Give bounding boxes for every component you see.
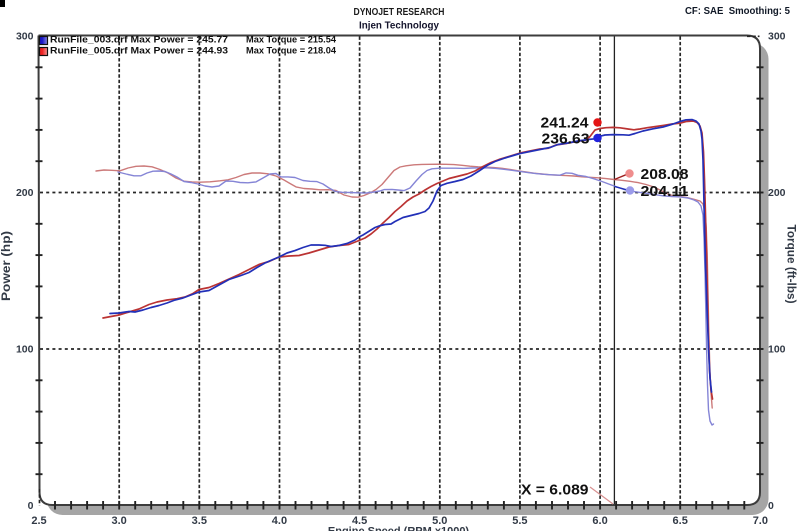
svg-text:Torque (ft-lbs): Torque (ft-lbs) xyxy=(785,225,799,304)
svg-text:Max Torque = 215.54: Max Torque = 215.54 xyxy=(246,35,337,46)
svg-text:0: 0 xyxy=(28,500,34,512)
svg-text:3.0: 3.0 xyxy=(112,515,127,527)
svg-text:236.63: 236.63 xyxy=(542,130,590,147)
svg-text:5.0: 5.0 xyxy=(432,515,447,527)
svg-text:2.5: 2.5 xyxy=(31,515,46,527)
svg-text:Max Torque = 218.04: Max Torque = 218.04 xyxy=(246,46,337,57)
svg-text:Power (hp): Power (hp) xyxy=(0,231,13,301)
svg-text:204.11: 204.11 xyxy=(641,183,689,200)
svg-text:200: 200 xyxy=(768,187,786,199)
svg-text:RunFile_003.drf Max Power = 24: RunFile_003.drf Max Power = 245.77 xyxy=(50,35,228,46)
svg-text:Injen Technology: Injen Technology xyxy=(359,20,439,32)
svg-text:300: 300 xyxy=(16,31,34,43)
svg-text:4.5: 4.5 xyxy=(352,515,367,527)
svg-text:6.0: 6.0 xyxy=(592,515,607,527)
svg-text:6.5: 6.5 xyxy=(673,515,688,527)
svg-text:3.5: 3.5 xyxy=(192,515,207,527)
svg-text:0: 0 xyxy=(768,500,774,512)
svg-text:X = 6.089: X = 6.089 xyxy=(521,482,589,499)
svg-text:100: 100 xyxy=(16,344,34,356)
svg-text:300: 300 xyxy=(768,31,786,43)
svg-text:100: 100 xyxy=(768,344,786,356)
svg-text:200: 200 xyxy=(16,187,34,199)
svg-text:241.24: 241.24 xyxy=(541,114,590,131)
svg-text:5.5: 5.5 xyxy=(512,515,527,527)
svg-text:Engine Speed (RPM x1000): Engine Speed (RPM x1000) xyxy=(328,526,470,531)
svg-text:RunFile_005.drf Max Power = 24: RunFile_005.drf Max Power = 244.93 xyxy=(50,46,228,57)
svg-text:DYNOJET RESEARCH: DYNOJET RESEARCH xyxy=(354,6,445,18)
svg-text:208.08: 208.08 xyxy=(641,166,689,183)
svg-text:CF: SAE Smoothing: 5: CF: SAE Smoothing: 5 xyxy=(685,5,790,17)
svg-text:4.0: 4.0 xyxy=(272,515,287,527)
svg-text:7.0: 7.0 xyxy=(753,515,768,527)
